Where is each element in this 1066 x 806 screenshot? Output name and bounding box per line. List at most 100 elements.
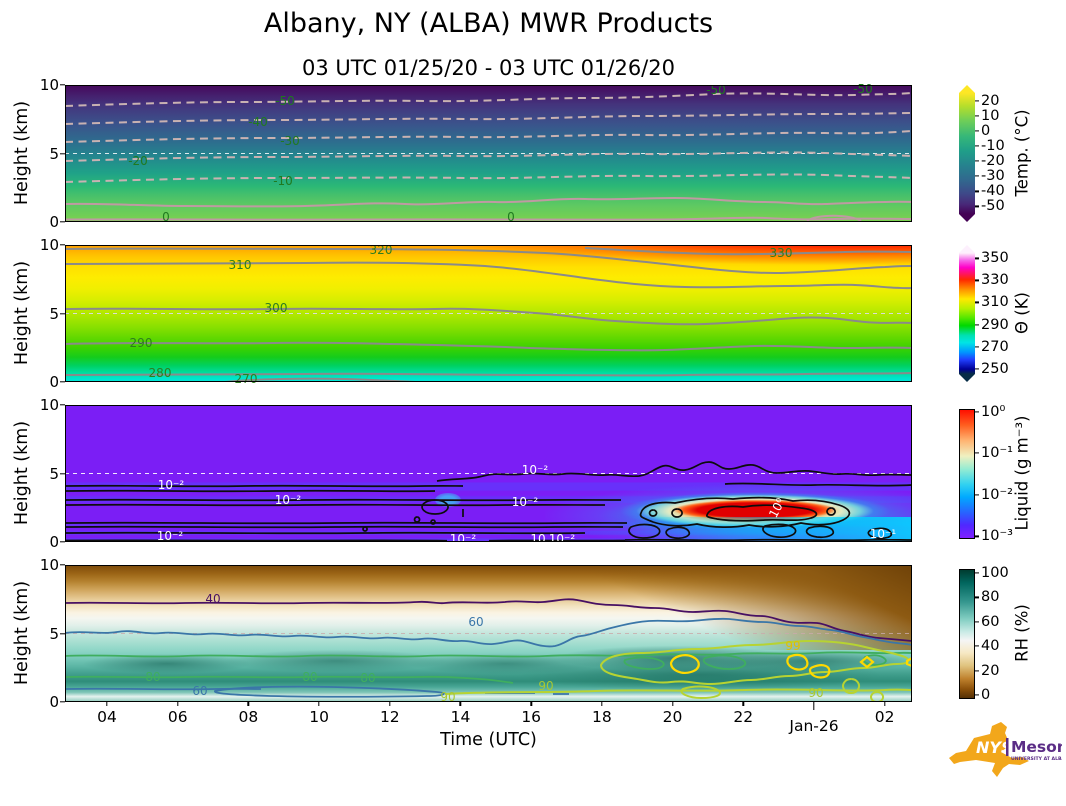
contour-label: 90 [538, 679, 554, 693]
colorbar-tick-label: 10⁰ [981, 403, 1006, 420]
page-subtitle: 03 UTC 01/25/20 - 03 UTC 01/26/20 [302, 56, 675, 80]
y-tick-mark [60, 312, 65, 315]
colorbar-tick-mark [975, 205, 979, 208]
temperature-colorbar: 20 10 0 -10 -20 -30 -40 -50 [959, 85, 1005, 222]
contour-label: 290 [129, 336, 153, 350]
y-tick-mark [60, 472, 65, 475]
nys-mesonet-logo: NYS Mesonet UNIVERSITY AT ALBANY [946, 720, 1066, 782]
y-axis-label: Height (km) [12, 420, 32, 526]
colorbar-tick-mark [975, 99, 979, 102]
x-tick-label: 04 [97, 708, 117, 726]
x-tick-mark [671, 702, 674, 706]
contour-label: 280 [148, 366, 172, 380]
temperature-panel: 10 5 0 -50 -50 -50 -40 -30 -20 -10 0 0 [40, 76, 912, 231]
colorbar-tick-label: 10⁻² [981, 486, 1013, 503]
y-axis-label: Height (km) [12, 580, 32, 686]
colorbar-tick-mark [975, 535, 979, 537]
y-tick-mark [60, 221, 65, 223]
colorbar-tick-mark [975, 452, 979, 454]
colorbar-tick-mark [975, 160, 979, 162]
y-tick-label: 5 [49, 624, 59, 643]
colorbar-tick-mark [975, 596, 979, 598]
contour-label: 10⁻² [548, 532, 576, 546]
contour-label: 80 [145, 670, 161, 684]
colorbar-tick-mark [975, 694, 979, 696]
colorbar-tick-label: 20 [981, 662, 1000, 679]
x-tick-label: 14 [450, 708, 471, 726]
colorbar-tick-mark [975, 145, 979, 147]
colorbar-tick-label: 10⁻³ [981, 528, 1013, 545]
liquid-colorbar: 10⁰ 10⁻¹ 10⁻² 10⁻³ [959, 404, 1013, 544]
contour-label: 40 [205, 592, 221, 606]
contour-label: 10⁻² [274, 493, 302, 507]
contour-label: -50 [706, 83, 726, 97]
y-tick-label: 10 [39, 556, 59, 574]
y-tick-mark [60, 84, 65, 86]
colorbar-tick-mark [975, 494, 979, 496]
theta-contours [65, 247, 912, 382]
contour-label: 320 [369, 243, 393, 257]
y-tick-mark [60, 632, 65, 635]
contour-label: 0 [162, 210, 170, 224]
rh-panel: 10 5 0 40 60 60 80 80 80 90 90 90 99 [40, 556, 912, 711]
x-tick-mark [813, 702, 815, 710]
ny-state-shape [949, 722, 1029, 777]
x-axis-label: Time (UTC) [440, 730, 537, 750]
colorbar-tick-mark [975, 670, 979, 672]
y-tick-label: 10 [39, 76, 59, 94]
contour-label: 10⁻² [521, 463, 549, 477]
x-tick-label: 22 [733, 708, 754, 726]
colorbar-tick-mark [975, 130, 979, 132]
y-axis-label: Height (km) [12, 100, 32, 206]
colorbar-tick-mark [975, 345, 979, 348]
x-tick-label: 08 [238, 708, 259, 726]
logo-university-text: UNIVERSITY AT ALBANY [1011, 756, 1062, 762]
temperature-contours [65, 92, 912, 222]
contour-label: 10⁻² [449, 532, 477, 546]
x-tick-label: Jan-26 [789, 717, 839, 735]
colorbar-arrow-bottom [959, 374, 975, 382]
contour-label: -50 [275, 94, 295, 108]
liquid-contours [65, 461, 912, 542]
contour-label: 90 [440, 690, 456, 704]
x-tick-mark [247, 702, 250, 706]
y-tick-mark [60, 404, 65, 406]
y-tick-label: 0 [49, 693, 59, 711]
y-tick-mark [60, 541, 65, 543]
x-axis: 04 06 08 10 12 14 16 18 20 22 Jan-26 02 [0, 702, 1066, 762]
y-tick-label: 0 [49, 213, 59, 231]
x-tick-mark [389, 702, 391, 706]
x-tick-label: 06 [167, 708, 188, 726]
colorbar-tick-label: 350 [981, 250, 1009, 267]
y-tick-label: 10 [39, 236, 59, 254]
rh-colorbar: 100 80 60 40 20 0 [959, 565, 1009, 703]
y-tick-mark [60, 381, 65, 383]
colorbar-tick-label: -20 [981, 153, 1005, 170]
x-tick-mark [601, 702, 603, 706]
contour-label: 10⁻² [156, 529, 184, 543]
contour-label: 99 [785, 639, 801, 653]
colorbar-tick-label: 310 [981, 294, 1009, 311]
colorbar-tick-mark [975, 645, 979, 647]
y-tick-label: 10 [39, 396, 59, 414]
colorbar-arrow-top [959, 85, 975, 93]
x-tick-label: 10 [309, 708, 329, 726]
colorbar-tick-label: 20 [981, 92, 1000, 109]
colorbar-tick-label: 80 [981, 589, 1000, 606]
colorbar-tick-mark [975, 411, 979, 413]
contour-label: 10⁻² [511, 495, 539, 509]
colorbar-arrow-top [959, 245, 975, 253]
y-tick-mark [60, 701, 65, 703]
x-tick-mark [742, 702, 744, 706]
y-tick-label: 0 [49, 373, 59, 391]
contour-label: 90 [808, 686, 824, 700]
y-tick-mark [60, 152, 65, 155]
colorbar-tick-label: 290 [981, 316, 1009, 333]
contour-label: 10 [530, 532, 546, 546]
y-tick-label: 5 [49, 144, 59, 163]
y-tick-mark [60, 564, 65, 566]
contour-label: 270 [234, 372, 258, 386]
contour-label: 330 [769, 246, 793, 260]
y-tick-label: 5 [49, 304, 59, 323]
colorbar-tick-label: 250 [981, 360, 1009, 377]
